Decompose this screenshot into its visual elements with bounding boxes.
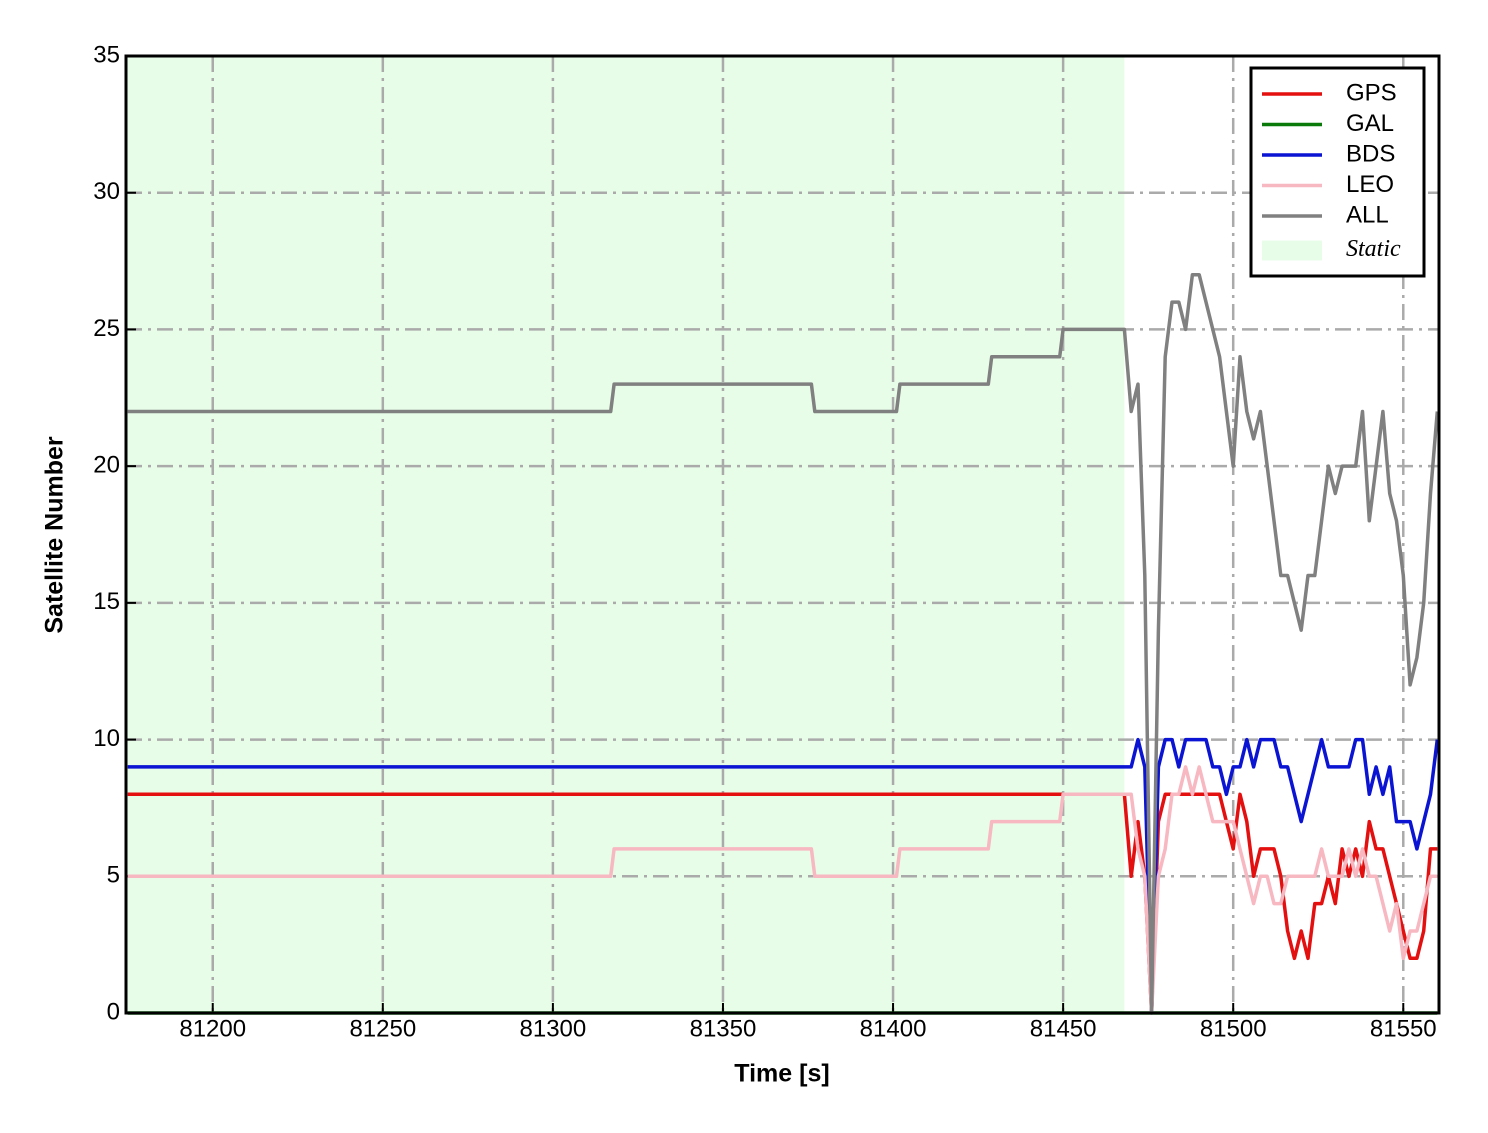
legend-label: GPS — [1346, 79, 1397, 106]
series-line — [127, 272, 1440, 1015]
x-tick-label: 81350 — [690, 1015, 757, 1042]
x-tick-label: 81450 — [1030, 1015, 1097, 1042]
y-tick-label: 30 — [93, 178, 120, 205]
legend-swatch — [1262, 240, 1322, 261]
x-tick-label: 81500 — [1200, 1015, 1267, 1042]
legend-label: GAL — [1346, 110, 1394, 137]
series-line — [127, 737, 1440, 1015]
legend-label: BDS — [1346, 140, 1395, 167]
y-tick-label: 0 — [107, 998, 120, 1025]
y-tick-label: 15 — [93, 588, 120, 615]
x-axis-label: Time [s] — [734, 1060, 829, 1088]
y-axis-label: Satellite Number — [41, 436, 69, 634]
legend-label: LEO — [1346, 171, 1394, 198]
x-tick-label: 81400 — [860, 1015, 927, 1042]
y-tick-label: 35 — [93, 41, 120, 68]
x-tick-label: 81550 — [1370, 1015, 1437, 1042]
y-tick-label: 25 — [93, 315, 120, 342]
y-tick-label: 5 — [107, 862, 120, 889]
x-tick-label: 81250 — [349, 1015, 416, 1042]
series-line — [127, 765, 1438, 1015]
legend-label: ALL — [1346, 201, 1389, 228]
plot-frame — [124, 54, 1441, 1015]
y-tick-label: 10 — [93, 725, 120, 752]
y-tick-label: 20 — [93, 451, 120, 478]
x-tick-label: 81300 — [520, 1015, 587, 1042]
x-tick-label: 81200 — [179, 1015, 246, 1042]
shaded-region — [126, 56, 1125, 1013]
legend-label: Static — [1346, 236, 1401, 262]
